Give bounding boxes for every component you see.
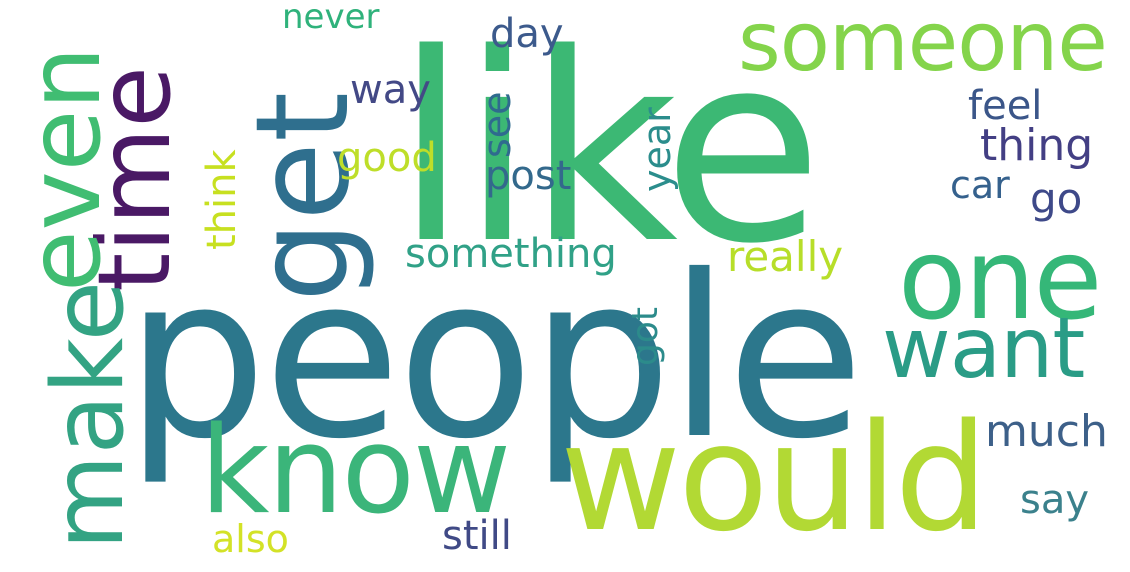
word-even: even <box>6 46 123 292</box>
word-make: make <box>32 280 146 550</box>
word-people: people <box>125 227 864 488</box>
word-someone: someone <box>738 0 1108 90</box>
word-see: see <box>475 91 519 158</box>
word-never: never <box>282 0 380 37</box>
word-got: got <box>625 307 666 366</box>
word-really: really <box>727 232 844 281</box>
word-think: think <box>199 149 245 250</box>
word-way: way <box>350 67 431 113</box>
word-like: like <box>395 0 823 301</box>
word-say: say <box>1020 477 1090 523</box>
word-want: want <box>882 299 1085 397</box>
word-good: good <box>337 135 437 181</box>
word-go: go <box>1030 174 1083 223</box>
word-something: something <box>405 231 617 277</box>
word-get: get <box>229 91 378 302</box>
word-also: also <box>212 517 289 561</box>
word-year: year <box>635 107 679 192</box>
word-one: one <box>898 215 1102 345</box>
word-much: much <box>985 406 1108 457</box>
word-know: know <box>200 402 511 541</box>
word-feel: feel <box>968 83 1043 129</box>
word-thing: thing <box>980 120 1094 171</box>
word-car: car <box>950 163 1010 207</box>
word-day: day <box>490 11 564 57</box>
word-still: still <box>442 513 512 559</box>
word-post: post <box>485 153 572 199</box>
word-would: would <box>560 392 988 564</box>
